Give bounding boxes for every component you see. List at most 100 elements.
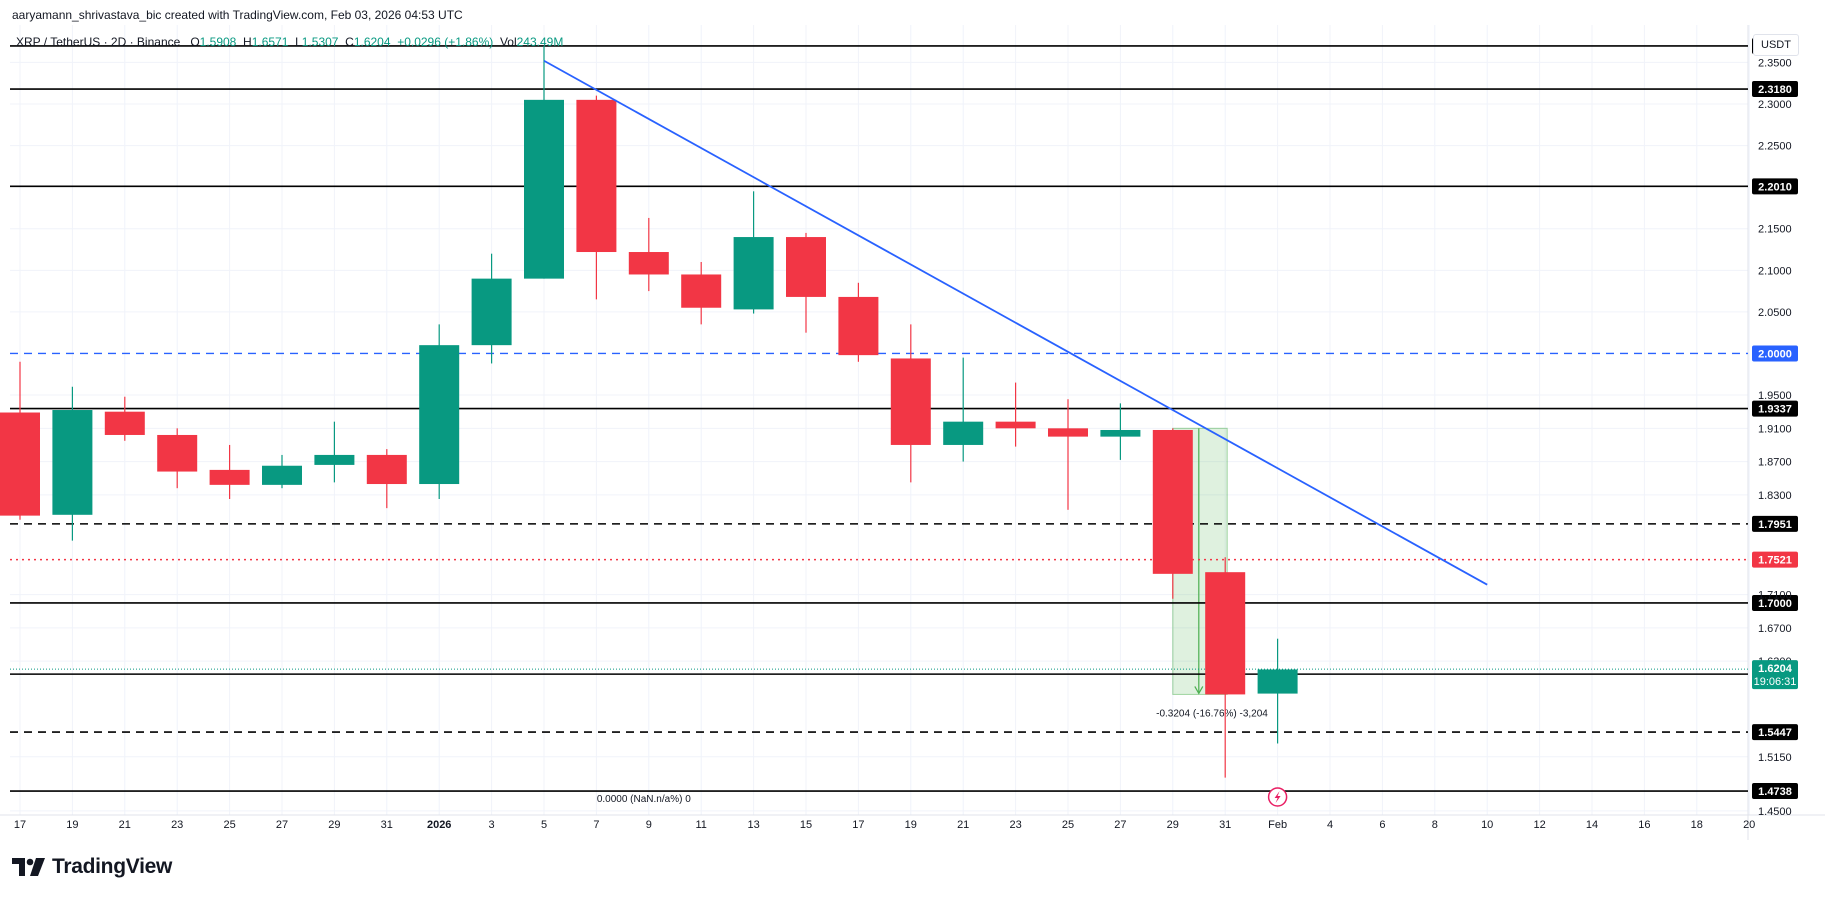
legend-close-label: C bbox=[345, 35, 354, 49]
legend-symbol[interactable]: XRP / TetherUS · 2D · Binance bbox=[16, 35, 181, 49]
price-tick: 2.1000 bbox=[1758, 265, 1792, 277]
legend-vol: 243.49M bbox=[516, 35, 564, 49]
level-tag-text-1.7521: 1.7521 bbox=[1758, 555, 1792, 567]
level-tag-1.7521 bbox=[1752, 551, 1798, 568]
price-tick: 1.7100 bbox=[1758, 590, 1792, 602]
candle-body[interactable] bbox=[995, 421, 1036, 429]
legend-low: 1.5307 bbox=[301, 35, 339, 49]
time-tick: 27 bbox=[276, 819, 288, 831]
candle-body[interactable] bbox=[1257, 669, 1298, 694]
price-tick: 2.0500 bbox=[1758, 307, 1792, 319]
price-tick: 2.3500 bbox=[1758, 57, 1792, 69]
level-tag-2.0000 bbox=[1752, 345, 1798, 362]
currency-selector[interactable]: USDT bbox=[1753, 34, 1799, 56]
level-tag-text-1.7951: 1.7951 bbox=[1758, 519, 1792, 531]
candle-body[interactable] bbox=[366, 454, 407, 485]
legend-change: +0.0296 (+1.86%) bbox=[397, 35, 494, 49]
candle-body[interactable] bbox=[314, 454, 355, 465]
time-tick: 14 bbox=[1586, 819, 1598, 831]
time-tick: 17 bbox=[14, 819, 26, 831]
time-tick: 17 bbox=[852, 819, 864, 831]
brand-name: TradingView bbox=[52, 855, 173, 878]
current-price-tag bbox=[1752, 660, 1798, 690]
candle-body[interactable] bbox=[1205, 572, 1246, 695]
candle-body[interactable] bbox=[1100, 429, 1141, 437]
time-tick: 6 bbox=[1379, 819, 1385, 831]
time-axis: 17 19 21 23 25 27 29 31 2026 3 5 7 9 11 13 15 17 19 21 23 25… bbox=[14, 819, 1755, 831]
candle-body[interactable] bbox=[838, 296, 879, 356]
time-tick: 9 bbox=[646, 819, 652, 831]
level-tag-1.9337 bbox=[1752, 400, 1798, 417]
candle-body[interactable] bbox=[786, 237, 826, 297]
time-tick: 27 bbox=[1114, 819, 1126, 831]
credit-line: aaryamann_shrivastava_bic created with T… bbox=[12, 8, 463, 22]
legend-open-label: O bbox=[190, 35, 200, 49]
price-tick: 1.8700 bbox=[1758, 457, 1792, 469]
time-tick: 10 bbox=[1481, 819, 1493, 831]
time-tick: 19 bbox=[905, 819, 917, 831]
time-tick: 13 bbox=[747, 819, 759, 831]
candle-body[interactable] bbox=[419, 345, 460, 485]
candle-body[interactable] bbox=[890, 358, 931, 445]
level-tag-text-1.7000: 1.7000 bbox=[1758, 598, 1792, 610]
level-tag-text-1.5447: 1.5447 bbox=[1758, 727, 1792, 739]
descending-trendline[interactable] bbox=[543, 59, 1488, 586]
time-tick: 29 bbox=[1167, 819, 1179, 831]
candle-body[interactable] bbox=[1048, 428, 1088, 437]
legend-high-label: H bbox=[243, 35, 252, 49]
time-tick: 19 bbox=[66, 819, 78, 831]
level-tag-text-1.9337: 1.9337 bbox=[1758, 404, 1792, 416]
price-tick: 1.6700 bbox=[1758, 623, 1792, 635]
time-tick: 21 bbox=[957, 819, 969, 831]
time-tick: 3 bbox=[489, 819, 495, 831]
candle-body[interactable] bbox=[471, 278, 512, 346]
legend-open: 1.5908 bbox=[199, 35, 237, 49]
time-tick: 23 bbox=[171, 819, 183, 831]
measure-label: -0.3204 (-16.76%) -3,204 bbox=[1156, 708, 1268, 719]
time-tick: 8 bbox=[1432, 819, 1438, 831]
price-tick: 2.1500 bbox=[1758, 224, 1792, 236]
time-tick: 29 bbox=[328, 819, 340, 831]
lightning-glyph bbox=[1274, 791, 1281, 803]
level-tag-1.5447 bbox=[1752, 724, 1798, 741]
level-tag-text-1.4738: 1.4738 bbox=[1758, 786, 1792, 798]
grid bbox=[10, 25, 1750, 815]
price-tick: 1.8300 bbox=[1758, 490, 1792, 502]
measure-arrow-head bbox=[1194, 686, 1204, 695]
candle-body[interactable] bbox=[1152, 429, 1193, 574]
candle-body[interactable] bbox=[209, 469, 250, 485]
candle-body[interactable] bbox=[943, 421, 984, 445]
level-tag-2.2010 bbox=[1752, 178, 1798, 195]
candle-body[interactable] bbox=[0, 412, 40, 516]
legend-close: 1.6204 bbox=[353, 35, 391, 49]
time-tick: 25 bbox=[1062, 819, 1074, 831]
candle-body[interactable] bbox=[262, 465, 302, 485]
candle-body[interactable] bbox=[628, 252, 669, 275]
price-tick: 2.2500 bbox=[1758, 141, 1792, 153]
time-tick: 25 bbox=[223, 819, 235, 831]
candle-body[interactable] bbox=[524, 99, 564, 279]
time-tick: 11 bbox=[695, 819, 706, 831]
time-tick: 16 bbox=[1638, 819, 1650, 831]
candle-body[interactable] bbox=[157, 434, 198, 472]
candle-body[interactable] bbox=[576, 99, 617, 253]
legend-high: 1.6571 bbox=[251, 35, 289, 49]
candle-body[interactable] bbox=[104, 411, 145, 435]
time-tick: 12 bbox=[1533, 819, 1545, 831]
level-tag-text-2.0000: 2.0000 bbox=[1758, 348, 1792, 360]
candle-body[interactable] bbox=[681, 274, 722, 308]
level-tag-2.3180 bbox=[1752, 81, 1798, 98]
price-tick: 1.5150 bbox=[1758, 752, 1792, 764]
candle-body[interactable] bbox=[733, 237, 774, 310]
price-tick: 2.3000 bbox=[1758, 99, 1792, 111]
level-tag-1.7000 bbox=[1752, 594, 1798, 611]
symbol-legend: XRP / TetherUS · 2D · Binance O1.5908 H1… bbox=[16, 35, 563, 49]
time-tick: 21 bbox=[119, 819, 131, 831]
tradingview-logo[interactable]: TradingView bbox=[12, 855, 172, 879]
time-tick: 4 bbox=[1327, 819, 1333, 831]
candle-body[interactable] bbox=[52, 410, 93, 515]
level-tag-text-2.3180: 2.3180 bbox=[1758, 84, 1792, 96]
current-price-value: 1.6204 bbox=[1758, 663, 1793, 675]
legend-vol-label: Vol bbox=[499, 35, 517, 49]
